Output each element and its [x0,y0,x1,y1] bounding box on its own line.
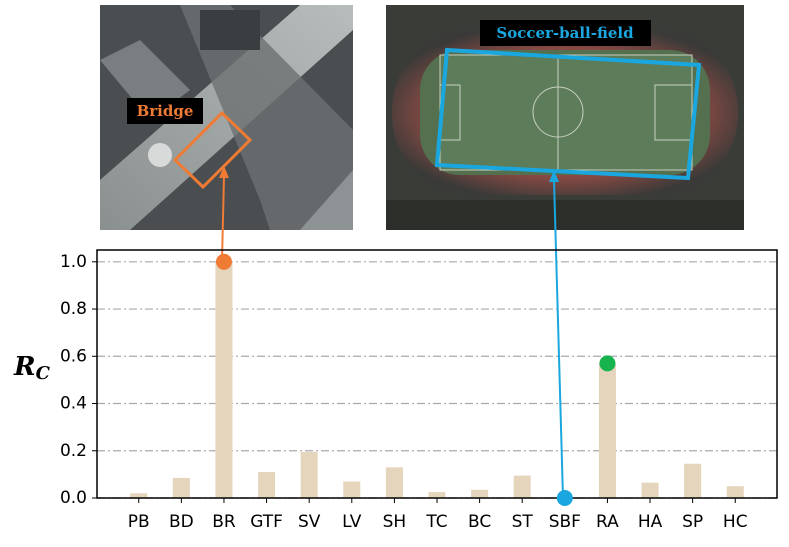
bar [684,463,702,498]
annotation-text: Soccer-ball-field [496,24,634,42]
bar [300,451,318,498]
bar [513,475,531,498]
bar [385,467,403,498]
highlight-marker [556,490,573,506]
plot-frame [96,249,778,499]
bar [215,261,233,498]
bar [258,472,276,498]
x-tick-label: BC [468,512,491,532]
bridge-image: Bridge [100,5,353,230]
y-tick-label: 0.2 [60,441,87,461]
plot: 0.0 0.2 0.4 0.6 0.8 1.0 PB BD BR GTF SV LV SH TC BC ST S… [60,252,777,532]
x-tick-label: TC [425,512,447,532]
arrowhead [549,170,559,182]
connector [553,179,564,499]
y-tick-label: 0.0 [60,488,87,508]
bar [428,492,446,498]
y-tick-label: 0.8 [60,299,87,319]
x-tick-label: HA [638,512,663,532]
x-tick-label: SP [682,512,703,532]
connectors [219,166,564,499]
x-tick-label: BD [169,512,194,532]
connector [221,175,225,261]
bar [343,481,361,498]
annotation-text: Bridge [137,102,194,120]
bar [598,363,616,498]
soccer-image: Soccer-ball-field [386,5,744,230]
y-tick-label: 1.0 [60,252,87,272]
x-tick-label: GTF [250,512,283,532]
x-tick-label: BR [212,512,236,532]
x-tick-label: SBF [549,512,581,532]
y-tick-label: 0.4 [60,394,87,414]
x-tick-label: ST [512,512,534,532]
bar [471,489,489,498]
y-axis-label-main: R [13,352,36,382]
x-tick-label: SV [298,512,321,532]
arrowhead [219,166,229,178]
y-tick-label: 0.6 [60,346,87,366]
x-tick-label: RA [596,512,619,532]
bar [641,482,659,498]
x-tick-label: LV [342,512,362,532]
highlight-marker [599,355,616,372]
highlight-marker [215,253,232,270]
x-tick-label: PB [128,512,150,532]
x-tick-label: HC [723,512,748,532]
y-axis-label: RC [13,352,51,384]
bar [726,486,744,498]
bar [172,477,190,498]
bar [130,493,148,498]
y-axis-label-sub: C [36,363,51,384]
x-tick-label: SH [383,512,407,532]
